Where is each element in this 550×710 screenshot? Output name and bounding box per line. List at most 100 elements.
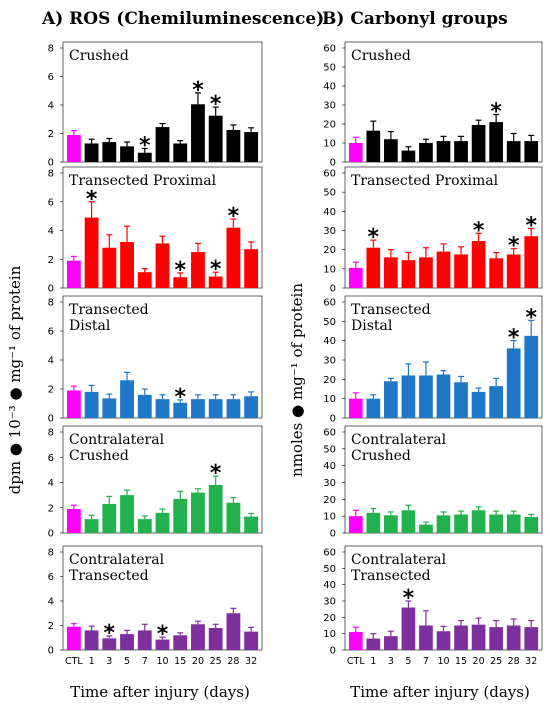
y-tick-label: 2 <box>48 255 54 266</box>
bar-5 <box>401 375 416 418</box>
significance-star: * <box>174 258 186 283</box>
bar-15 <box>454 625 468 650</box>
bar-7 <box>419 524 433 533</box>
bar-1 <box>84 217 99 288</box>
bar-20 <box>471 510 486 533</box>
y-tick-label: 6 <box>48 197 54 208</box>
bar-CTL <box>66 260 81 288</box>
bar-5 <box>401 510 416 533</box>
bar-15 <box>454 254 468 288</box>
bar-1 <box>84 519 99 533</box>
chart-a4: 0 2 4 6 8 Contralateral Crushed * <box>48 425 263 540</box>
bar-20 <box>191 104 205 162</box>
y-tick-label: 2 <box>48 129 54 140</box>
bar-5 <box>401 150 416 162</box>
significance-star: * <box>192 78 204 103</box>
x-tick-label: 7 <box>423 656 429 667</box>
x-tick-label: 28 <box>508 656 520 667</box>
x-tick-label: 25 <box>210 656 222 667</box>
bar-10 <box>155 127 170 162</box>
y-tick-label: 4 <box>48 597 54 608</box>
bar-10 <box>155 639 170 650</box>
bar-25 <box>208 115 223 162</box>
bar-10 <box>155 243 170 288</box>
bar-1 <box>366 130 381 162</box>
y-tick-label: 0 <box>330 414 336 425</box>
bar-CTL <box>348 632 363 650</box>
bar-32 <box>524 236 539 288</box>
bar-32 <box>524 627 539 650</box>
chart-title: Contralateral Transected <box>351 552 447 584</box>
bar-CTL <box>66 390 81 418</box>
bar-25 <box>208 627 223 650</box>
y-tick-label: 6 <box>48 72 54 83</box>
bar-32 <box>244 631 259 650</box>
y-tick-label: 60 <box>323 548 336 559</box>
bar-28 <box>506 514 521 533</box>
bar-15 <box>173 498 188 533</box>
bar-1 <box>366 638 381 650</box>
x-tick-label: 32 <box>245 656 257 667</box>
chart-title: Contralateral Transected <box>69 552 165 584</box>
significance-star: * <box>490 100 502 125</box>
bar-7 <box>137 630 152 650</box>
bar-15 <box>454 382 468 418</box>
bar-3 <box>384 515 398 533</box>
bar-28 <box>506 348 521 418</box>
significance-star: * <box>210 461 222 486</box>
y-tick-label: 30 <box>323 356 336 367</box>
y-tick-label: 4 <box>48 101 54 112</box>
bar-3 <box>102 503 117 533</box>
panel-a-title: A) ROS (Chemiluminescence) <box>41 9 324 29</box>
bar-28 <box>226 502 241 533</box>
bar-3 <box>102 247 117 288</box>
y-tick-label: 10 <box>323 139 336 150</box>
bar-32 <box>524 141 539 162</box>
bar-32 <box>244 516 259 533</box>
y-tick-label: 40 <box>323 82 336 93</box>
y-tick-label: 20 <box>323 375 336 386</box>
bar-CTL <box>66 509 81 533</box>
bar-20 <box>471 241 486 288</box>
bar-10 <box>436 251 451 288</box>
x-tick-label: 25 <box>490 656 502 667</box>
bar-1 <box>366 247 381 288</box>
chart-title: Crushed <box>69 48 129 64</box>
y-tick-label: 4 <box>48 478 54 489</box>
bar-7 <box>137 152 152 162</box>
y-tick-label: 10 <box>323 394 336 405</box>
x-tick-label: 20 <box>192 656 204 667</box>
y-tick-label: 0 <box>48 646 54 657</box>
y-tick-label: 0 <box>48 414 54 425</box>
bar-20 <box>471 391 486 418</box>
chart-title: Transected Distal <box>351 302 431 334</box>
x-tick-label: 10 <box>437 656 449 667</box>
bar-7 <box>419 257 433 288</box>
bar-20 <box>191 399 205 418</box>
bar-32 <box>244 132 259 162</box>
bar-32 <box>244 396 259 418</box>
bar-10 <box>436 631 451 650</box>
y-tick-label: 50 <box>323 317 336 328</box>
y-tick-label: 60 <box>323 298 336 309</box>
x-tick-label: 3 <box>388 656 394 667</box>
bar-20 <box>191 624 205 650</box>
y-tick-label: 30 <box>323 478 336 489</box>
bar-5 <box>401 260 416 288</box>
bar-5 <box>120 634 134 650</box>
bar-CTL <box>66 134 81 162</box>
bar-3 <box>102 142 117 162</box>
x-tick-label: 1 <box>89 656 95 667</box>
bar-25 <box>489 258 503 288</box>
bar-CTL <box>348 516 363 533</box>
y-tick-label: 0 <box>48 284 54 295</box>
chart-title: Transected Proximal <box>69 173 217 189</box>
y-tick-label: 20 <box>323 120 336 131</box>
bar-25 <box>489 122 503 162</box>
panel-b-y-axis-label: nmoles ● mg⁻¹ of protein <box>288 283 306 477</box>
x-tick-label: CTL <box>347 656 365 667</box>
y-tick-label: 6 <box>48 453 54 464</box>
x-tick-label: 5 <box>405 656 411 667</box>
bar-28 <box>506 625 521 650</box>
